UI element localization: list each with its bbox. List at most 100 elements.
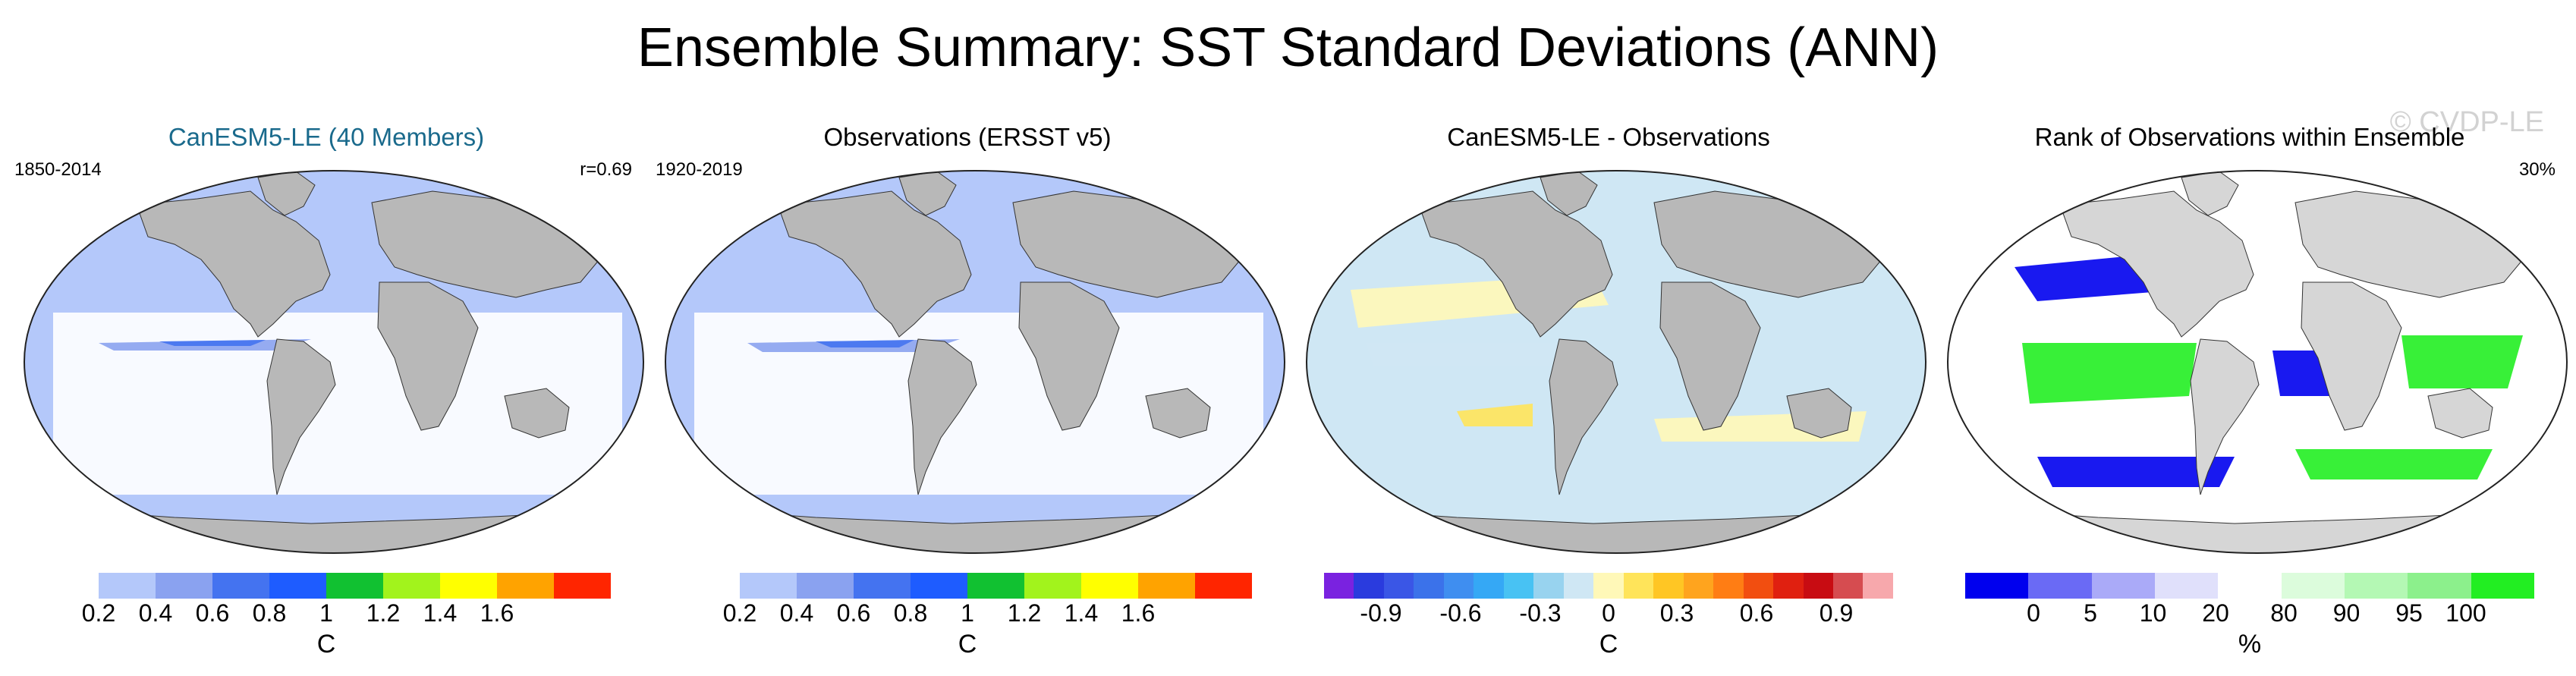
map-panel: CanESM5-LE - Observations -0.9 -0.6 -0.3 0 0.… xyxy=(1294,114,1926,675)
colorbar-segment xyxy=(683,573,740,599)
field-contour xyxy=(2022,343,2197,404)
field-contour xyxy=(159,340,266,346)
colorbar-segment xyxy=(1383,573,1414,599)
world-map xyxy=(23,168,645,555)
colorbar-segment xyxy=(1593,573,1624,599)
colorbar-tick-label: 1.2 xyxy=(1007,599,1042,627)
colorbar-tick-label: 20 xyxy=(2202,599,2229,627)
colorbar-tick-label: 0.3 xyxy=(1659,599,1694,627)
colorbar-tick-label: 0 xyxy=(2027,599,2040,627)
map-panel: CanESM5-LE (40 Members) 1850-2014 r=0.69 0.… xyxy=(11,114,644,675)
colorbar-tick-label: 1.6 xyxy=(1121,599,1156,627)
land-sa xyxy=(266,338,336,495)
panel-title: Observations (ERSST v5) xyxy=(823,123,1112,151)
panel-period-label: 1920-2019 xyxy=(656,159,743,180)
map-border xyxy=(1306,170,1926,554)
colorbar-tick-label: 0.6 xyxy=(836,599,871,627)
panel-stat-label: r=0.69 xyxy=(580,159,632,180)
colorbar-segment xyxy=(740,573,797,599)
land-af xyxy=(2301,281,2402,431)
colorbar-segment xyxy=(854,573,911,599)
colorbar-segment xyxy=(1653,573,1684,599)
field-contour xyxy=(2295,449,2493,479)
land-au xyxy=(2427,388,2493,439)
colorbar-segment xyxy=(1743,573,1774,599)
colorbar-segment xyxy=(1474,573,1504,599)
colorbar-ticks: 0.2 0.4 0.6 0.8 1 1.2 1.4 1.6 xyxy=(42,599,611,630)
colorbar-segment xyxy=(212,573,269,599)
colorbar-tick-label: 1.4 xyxy=(1064,599,1099,627)
colorbar-segment xyxy=(42,573,99,599)
colorbar-segment xyxy=(1713,573,1744,599)
colorbar-tick-label: 0.6 xyxy=(195,599,230,627)
colorbar-tick-label: 5 xyxy=(2084,599,2097,627)
colorbar-segment xyxy=(1138,573,1195,599)
colorbar-segment xyxy=(554,573,611,599)
colorbar-segment xyxy=(1503,573,1534,599)
land-sa xyxy=(907,338,977,495)
colorbar-segment xyxy=(1533,573,1564,599)
colorbar-segment xyxy=(497,573,554,599)
colorbar xyxy=(1324,573,1893,599)
colorbar-segment xyxy=(1324,573,1354,599)
figure-title: Ensemble Summary: SST Standard Deviation… xyxy=(637,17,1939,78)
field-contour xyxy=(53,313,622,495)
colorbar-segment xyxy=(1773,573,1804,599)
land-na xyxy=(777,190,972,338)
colorbar-segment xyxy=(2344,573,2408,599)
colorbar-tick-label: 1 xyxy=(961,599,974,627)
colorbar-segment xyxy=(269,573,326,599)
field-contour xyxy=(2401,335,2523,388)
colorbar-segment xyxy=(2408,573,2471,599)
colorbar-segment xyxy=(1563,573,1594,599)
panel-title: CanESM5-LE - Observations xyxy=(1447,123,1770,151)
colorbar-segment xyxy=(1683,573,1714,599)
colorbar-tick-label: 0.2 xyxy=(81,599,116,627)
colorbar-tick-label: 10 xyxy=(2139,599,2167,627)
panel-stat-label: 30% xyxy=(2518,159,2556,180)
colorbar-tick-label: 90 xyxy=(2332,599,2361,627)
field-contour xyxy=(694,313,1263,495)
colorbar-tick-label: 0.2 xyxy=(722,599,757,627)
colorbar xyxy=(1965,573,2534,599)
colorbar-tick-label: 95 xyxy=(2395,599,2423,627)
map-panel: Rank of Observations within Ensemble 30% 0… xyxy=(1935,114,2568,675)
field-contour xyxy=(816,340,914,347)
colorbar-tick-label: 0.4 xyxy=(138,599,173,627)
colorbar-segment xyxy=(1803,573,1833,599)
colorbar-segment xyxy=(440,573,497,599)
land-na xyxy=(136,190,331,338)
colorbar-segment xyxy=(2154,573,2219,599)
panel-title: Rank of Observations within Ensemble xyxy=(2034,123,2465,151)
watermark: © CVDP-LE xyxy=(2389,106,2544,138)
colorbar-tick-label: 80 xyxy=(2270,599,2298,627)
land-au xyxy=(504,388,570,439)
colorbar-segment xyxy=(797,573,854,599)
colorbar-segment xyxy=(1024,573,1081,599)
colorbar-segment xyxy=(1354,573,1384,599)
colorbar-segment xyxy=(1081,573,1138,599)
colorbar-tick-label: 100 xyxy=(2445,599,2486,627)
colorbar-segment xyxy=(2028,573,2092,599)
map-border xyxy=(665,170,1285,554)
colorbar-tick-label: -0.9 xyxy=(1360,599,1402,627)
world-map xyxy=(1305,168,1927,555)
colorbar-segment xyxy=(383,573,440,599)
colorbar-tick-label: 1.2 xyxy=(366,599,401,627)
land-af xyxy=(1018,281,1120,431)
map-border xyxy=(1947,170,2568,554)
land-af xyxy=(1659,281,1761,431)
colorbar-segment xyxy=(99,573,156,599)
colorbar-segment xyxy=(2218,573,2282,599)
colorbar-unit: C xyxy=(1599,630,1618,659)
colorbar-tick-label: -0.6 xyxy=(1439,599,1482,627)
field-contour xyxy=(1366,343,1593,366)
land-af xyxy=(377,281,479,431)
land-sa xyxy=(2190,338,2260,495)
colorbar-segment xyxy=(2091,573,2155,599)
map-panel: Observations (ERSST v5) 1920-2019 0.2 0.4 0.… xyxy=(653,114,1285,675)
colorbar-segment xyxy=(1965,573,2029,599)
colorbar-tick-label: 0.8 xyxy=(252,599,287,627)
colorbar-unit: C xyxy=(316,630,336,659)
colorbar xyxy=(683,573,1252,599)
